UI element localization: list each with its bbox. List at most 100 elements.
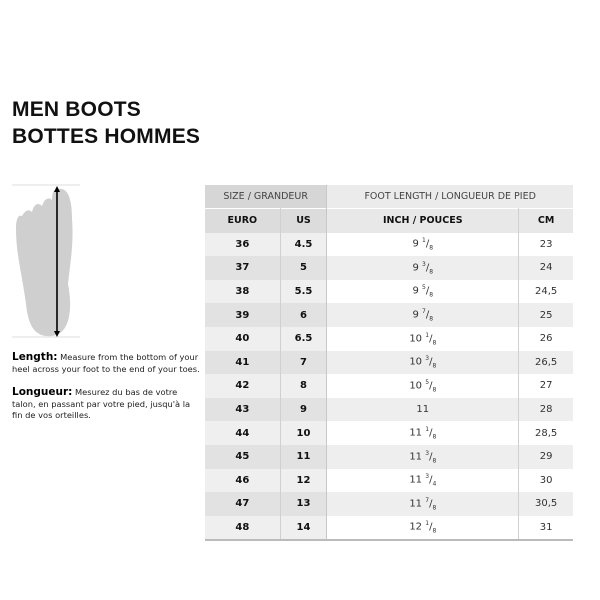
size-chart-table: SIZE / GRANDEUR FOOT LENGTH / LONGUEUR D… — [205, 185, 573, 542]
table-row: 43 9 11 28 — [205, 397, 573, 422]
us-cell: 12 — [280, 468, 328, 493]
inch-numerator: 1 — [422, 237, 426, 245]
table-row: 37 5 9 3/8 24 — [205, 256, 573, 280]
inch-denominator: 4 — [432, 480, 437, 488]
table-row: 47 13 11 7/8 30,5 — [205, 492, 573, 516]
inch-cell: 11 — [326, 397, 520, 422]
us-cell: 8 — [280, 374, 328, 398]
inch-denominator: 8 — [432, 504, 437, 512]
table-row: 38 5.5 9 5/8 24,5 — [205, 279, 573, 304]
cm-cell: 27 — [518, 374, 573, 398]
us-cell: 14 — [280, 515, 328, 542]
col-cm: CM — [518, 207, 573, 233]
inch-denominator: 8 — [429, 268, 434, 276]
table-row: 46 12 11 3/4 30 — [205, 468, 573, 493]
cm-cell: 28,5 — [518, 421, 573, 445]
euro-cell: 40 — [205, 326, 281, 351]
us-cell: 13 — [280, 492, 328, 516]
inch-denominator: 8 — [429, 315, 434, 323]
inch-numerator: 1 — [425, 331, 430, 339]
euro-cell: 47 — [205, 492, 281, 516]
table-row: 48 14 12 1/8 31 — [205, 515, 573, 542]
length-text: Measure from the bottom of your heel acr… — [12, 352, 200, 374]
euro-cell: 38 — [205, 279, 281, 304]
euro-cell: 41 — [205, 350, 281, 375]
foot-length-group-header: FOOT LENGTH / LONGUEUR DE PIED — [326, 185, 573, 209]
length-label: Length: — [12, 351, 58, 363]
inch-whole: 9 — [412, 285, 419, 297]
euro-cell: 39 — [205, 303, 281, 327]
inch-cell: 11 3/8 — [326, 444, 520, 469]
inch-numerator: 5 — [422, 284, 426, 292]
us-cell: 6 — [280, 303, 328, 327]
inch-denominator: 8 — [429, 291, 434, 299]
inch-cell: 10 1/8 — [326, 326, 520, 351]
inch-numerator: 5 — [425, 378, 430, 386]
inch-denominator: 8 — [432, 433, 437, 441]
inch-cell: 11 1/8 — [326, 421, 520, 445]
inch-whole: 9 — [412, 238, 419, 250]
col-euro: EURO — [205, 207, 281, 233]
cm-cell: 30 — [518, 468, 573, 493]
us-cell: 5.5 — [280, 279, 328, 304]
inch-numerator: 3 — [425, 355, 430, 363]
euro-cell: 37 — [205, 256, 281, 280]
inch-numerator: 7 — [425, 496, 430, 504]
table-row: 40 6.5 10 1/8 26 — [205, 326, 573, 351]
inch-numerator: 3 — [422, 260, 426, 268]
inch-cell: 10 5/8 — [326, 374, 520, 398]
inch-denominator: 8 — [432, 362, 437, 370]
table-row: 41 7 10 3/8 26,5 — [205, 350, 573, 375]
inch-cell: 9 3/8 — [326, 256, 520, 280]
euro-cell: 43 — [205, 397, 281, 422]
inch-numerator: 3 — [425, 449, 430, 457]
inch-cell: 9 1/8 — [326, 232, 520, 257]
cm-cell: 26,5 — [518, 350, 573, 375]
longueur-label: Longueur: — [12, 386, 73, 398]
us-cell: 5 — [280, 256, 328, 280]
euro-cell: 45 — [205, 444, 281, 469]
us-cell: 4.5 — [280, 232, 328, 257]
inch-denominator: 8 — [432, 456, 437, 464]
table-row: 36 4.5 9 1/8 23 — [205, 232, 573, 257]
us-cell: 11 — [280, 444, 328, 469]
inch-whole: 9 — [412, 309, 419, 321]
inch-whole: 9 — [412, 262, 419, 274]
inch-numerator: 3 — [425, 473, 430, 481]
inch-cell: 9 7/8 — [326, 303, 520, 327]
cm-cell: 24,5 — [518, 279, 573, 304]
page-title: MEN BOOTS BOTTES HOMMES — [12, 96, 200, 150]
inch-whole: 11 — [416, 404, 430, 416]
cm-cell: 31 — [518, 515, 573, 542]
table-row: 44 10 11 1/8 28,5 — [205, 421, 573, 445]
inch-cell: 11 7/8 — [326, 492, 520, 516]
inch-whole: 12 — [409, 521, 423, 533]
inch-whole: 10 — [409, 380, 423, 392]
euro-cell: 46 — [205, 468, 281, 493]
cm-cell: 28 — [518, 397, 573, 422]
cm-cell: 26 — [518, 326, 573, 351]
cm-cell: 30,5 — [518, 492, 573, 516]
title-en: MEN BOOTS — [12, 98, 141, 121]
us-cell: 6.5 — [280, 326, 328, 351]
size-group-header: SIZE / GRANDEUR — [205, 185, 328, 209]
table-row: 39 6 9 7/8 25 — [205, 303, 573, 327]
us-cell: 7 — [280, 350, 328, 375]
col-inch: INCH / POUCES — [326, 207, 520, 233]
inch-numerator: 7 — [422, 308, 426, 315]
inch-cell: 12 1/8 — [326, 515, 520, 542]
inch-denominator: 8 — [432, 386, 437, 394]
inch-cell: 10 3/8 — [326, 350, 520, 375]
col-us: US — [280, 207, 328, 233]
euro-cell: 44 — [205, 421, 281, 445]
inch-whole: 11 — [409, 450, 423, 462]
inch-cell: 9 5/8 — [326, 279, 520, 304]
inch-whole: 11 — [409, 427, 423, 439]
longueur-text: Mesurez du bas de votre talon, en passan… — [12, 387, 191, 420]
inch-denominator: 8 — [432, 527, 437, 535]
cm-cell: 24 — [518, 256, 573, 280]
inch-numerator: 1 — [425, 425, 430, 433]
table-row: 45 11 11 3/8 29 — [205, 444, 573, 469]
us-cell: 10 — [280, 421, 328, 445]
inch-whole: 10 — [409, 356, 423, 368]
